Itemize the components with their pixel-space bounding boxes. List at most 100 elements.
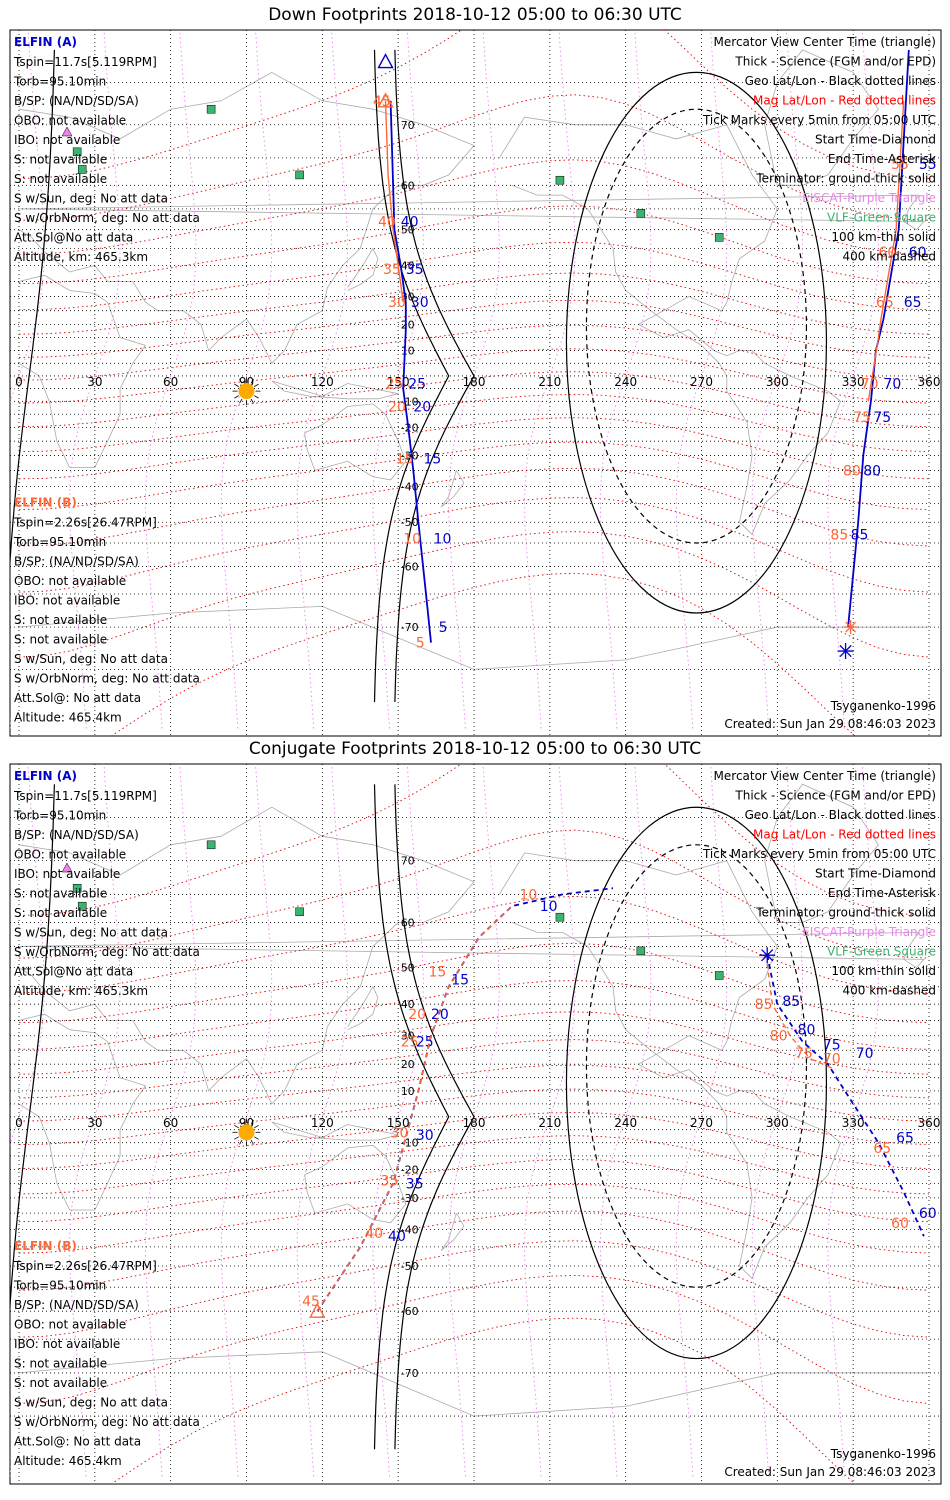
sun-ray	[250, 398, 254, 404]
mag-parallel	[18, 980, 930, 1050]
track-tick-label: 70	[861, 377, 879, 393]
map-layer: 0 30 60 90 120 150 180 210 240 270 300 330 360706050…	[10, 764, 941, 1484]
track-tick-label: 65	[904, 295, 922, 311]
elfin-b-info: Altitude: 465.4km	[14, 711, 122, 725]
mag-parallel	[18, 205, 930, 285]
legend-entry: EISCAT-Purple Triangle	[802, 191, 936, 205]
model-label: Tsyganenko-1996	[830, 1447, 936, 1461]
track-tick-label: 55	[891, 157, 909, 173]
lat-tick-label: -40	[401, 1223, 419, 1236]
lat-tick-label: -20	[401, 422, 419, 435]
lon-tick-label: 300	[766, 375, 789, 389]
lat-tick-label: 10	[401, 345, 415, 358]
legend-entry: VLF-Green Square	[827, 945, 936, 959]
track-tick-label: 85	[851, 527, 869, 543]
elfin-a-info: Att.Sol@No att data	[14, 231, 133, 245]
terminator	[585, 108, 808, 544]
lat-tick-label: -60	[401, 1305, 419, 1318]
lat-tick-label: 20	[401, 1058, 415, 1071]
track-tick-label: 30	[416, 1128, 434, 1144]
lat-tick-label: -50	[401, 1260, 419, 1273]
legend-entry: 400 km-dashed	[842, 250, 936, 264]
mag-parallel	[18, 299, 930, 358]
track-tick-label: 60	[878, 245, 896, 261]
elfin-b-info: S w/Sun, deg: No att data	[14, 1396, 168, 1410]
vlf-site	[555, 175, 565, 185]
legend-entry: 100 km-thin solid	[831, 964, 936, 978]
elfin-a-info: S w/OrbNorm, deg: No att data	[14, 945, 200, 959]
conjugate-footprints-title: Conjugate Footprints 2018-10-12 05:00 to…	[248, 739, 702, 759]
track-tick-label: 60	[891, 1216, 909, 1232]
coastline	[498, 852, 841, 1280]
terminator	[394, 49, 475, 703]
legend-entry: Start Time-Diamond	[815, 867, 936, 881]
lat-tick-label: -50	[401, 516, 419, 529]
mag-parallel	[18, 1135, 930, 1195]
eiscat-site	[61, 862, 73, 873]
legend-entry: Mercator View Center Time (triangle)	[714, 35, 936, 49]
track-tick-label: 85	[755, 997, 773, 1013]
footprint-track	[389, 100, 432, 643]
lon-tick-label: 180	[463, 375, 486, 389]
elfin-a-info: S w/Sun, deg: No att data	[14, 926, 168, 940]
track-tick-label: 80	[843, 463, 861, 479]
elfin-b-info: OBO: not available	[14, 574, 126, 588]
coastline	[18, 931, 925, 968]
elfin-a-info: S w/OrbNorm, deg: No att data	[14, 211, 200, 225]
elfin-b-info: B/SP: (NA/ND/SD/SA)	[14, 555, 139, 569]
vlf-site	[72, 147, 82, 157]
elfin-a-info: B/SP: (NA/ND/SD/SA)	[14, 828, 139, 842]
lat-tick-label: 50	[401, 224, 415, 237]
sun-ray	[250, 378, 254, 384]
mag-meridian	[296, 30, 349, 729]
track-tick-label: 80	[863, 463, 881, 479]
terminator	[585, 844, 808, 1288]
track-tick-label: 35	[406, 262, 424, 278]
lat-tick-label: 50	[401, 962, 415, 975]
track-tick-label: 70	[823, 1052, 841, 1068]
terminator	[373, 784, 450, 1450]
legend-entry: Terminator: ground-thick solid	[755, 172, 936, 186]
track-tick-label: 75	[823, 1038, 841, 1054]
track-tick-label: 10	[434, 532, 452, 548]
elfin-b-title: ELFIN (B)	[14, 496, 77, 510]
coastline	[271, 380, 399, 400]
created-timestamp: Created: Sun Jan 29 08:46:03 2023	[724, 717, 936, 731]
vlf-site	[72, 883, 82, 893]
track-tick-label: 60	[919, 1206, 937, 1222]
track-tick-label: 25	[408, 377, 426, 393]
mag-parallel	[18, 241, 930, 311]
legend-entry: Thick - Science (FGM and/or EPD)	[734, 789, 936, 803]
elfin-b-info: S w/OrbNorm, deg: No att data	[14, 1415, 200, 1429]
elfin-b-info: S: not available	[14, 1376, 107, 1390]
track-tick-label: 15	[429, 965, 447, 981]
legend-entry: Tick Marks every 5min from 05:00 UTC	[702, 113, 936, 127]
mag-parallel	[18, 159, 930, 255]
legend-entry: Geo Lat/Lon - Black dotted lines	[745, 74, 936, 88]
terminator	[373, 49, 450, 703]
map-panel-conjugate: 0 30 60 90 120 150 180 210 240 270 300 330 360706050…	[9, 763, 942, 1485]
sun-ray	[234, 1136, 239, 1140]
terminator	[10, 784, 55, 1316]
legend-entry: Start Time-Diamond	[815, 133, 936, 147]
map-layer: 0 30 60 90 120 150 180 210 240 270 300 330 360706050…	[10, 30, 941, 736]
elfin-b-info: Altitude: 465.4km	[14, 1454, 122, 1468]
lat-tick-label: 40	[401, 260, 415, 273]
terminator	[565, 71, 828, 614]
elfin-a-info: Altitude, km: 465.3km	[14, 250, 148, 264]
track-tick-label: 80	[770, 1029, 788, 1045]
elfin-b-info: IBO: not available	[14, 594, 120, 608]
mag-parallel	[18, 942, 930, 1024]
track-tick-label: 40	[378, 215, 396, 231]
lon-tick-label: 30	[87, 1116, 102, 1130]
elfin-b-info: S: not available	[14, 1357, 107, 1371]
legend-entry: Terminator: ground-thick solid	[755, 906, 936, 920]
track-tick-label: 85	[782, 994, 800, 1010]
elfin-a-info: S: not available	[14, 887, 107, 901]
vlf-site	[295, 170, 304, 180]
lon-tick-label: 360	[918, 375, 941, 389]
track-tick-label: 25	[416, 1035, 434, 1051]
sun-ray	[239, 1139, 243, 1145]
lat-tick-label: -30	[401, 449, 419, 462]
